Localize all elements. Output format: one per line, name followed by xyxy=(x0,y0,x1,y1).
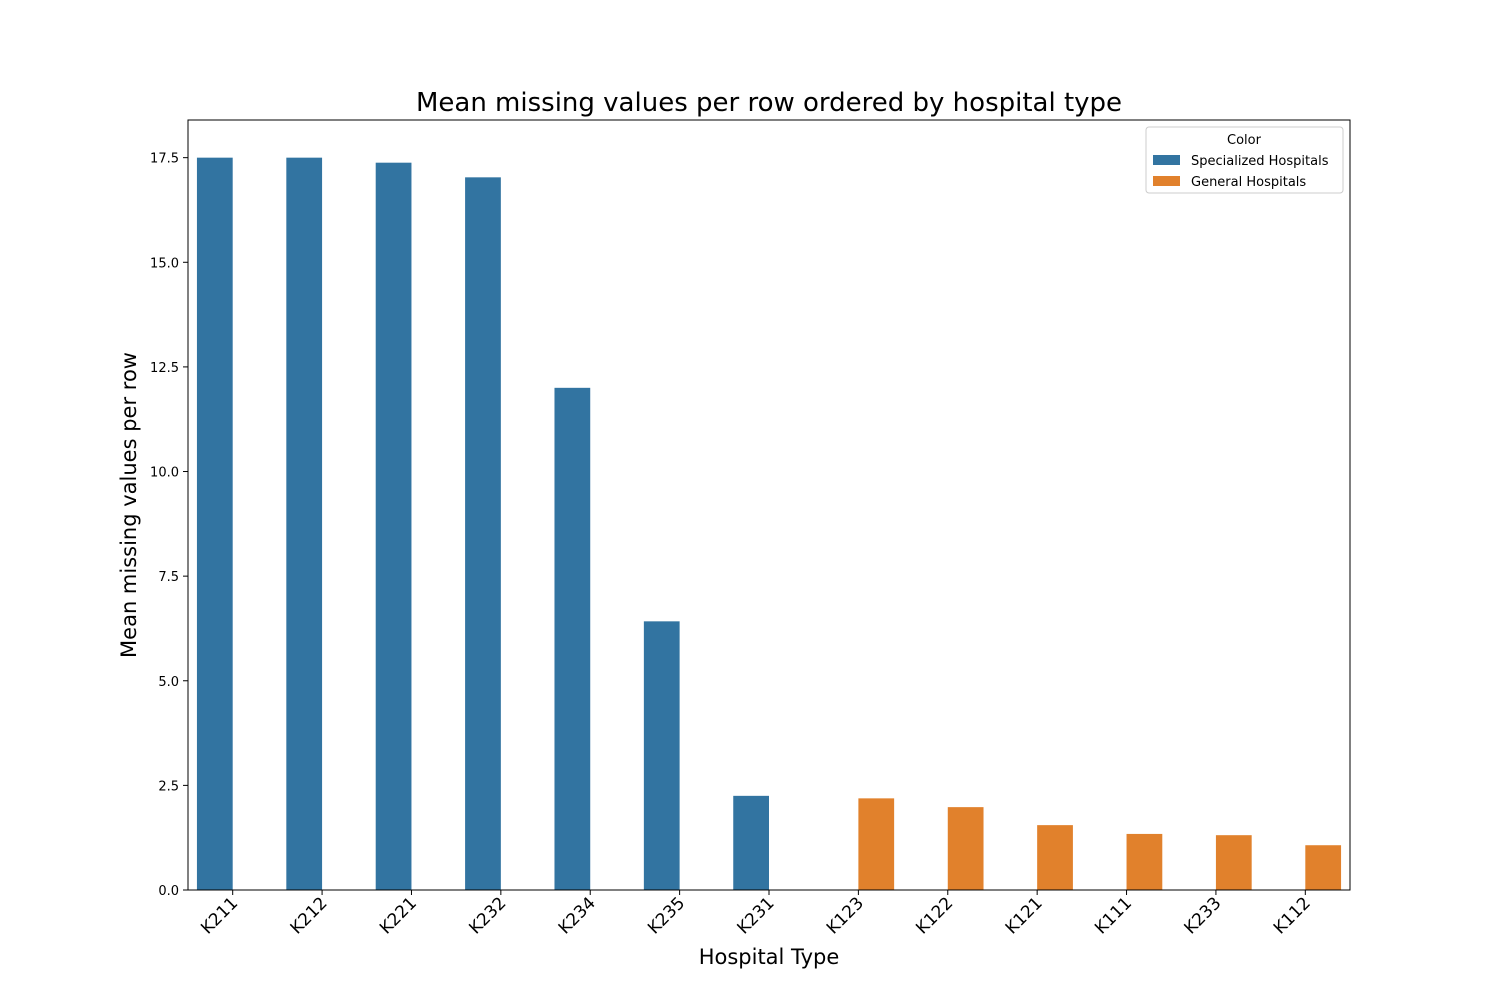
y-tick-label: 0.0 xyxy=(158,884,179,899)
bar-k235 xyxy=(643,621,680,890)
bar-k234 xyxy=(554,387,591,890)
legend-label: General Hospitals xyxy=(1191,175,1306,190)
y-tick-label: 17.5 xyxy=(150,152,179,167)
x-axis-label: Hospital Type xyxy=(699,945,840,969)
x-tick-label: K235 xyxy=(644,893,689,938)
x-tick-label: K211 xyxy=(197,893,242,938)
legend-box xyxy=(1145,126,1344,194)
bar-k123 xyxy=(858,798,895,890)
y-tick-label: 15.0 xyxy=(150,256,179,271)
y-axis-label: Mean missing values per row xyxy=(117,352,141,658)
bar-k211 xyxy=(196,157,233,891)
legend: Color Specialized Hospitals General Hospi… xyxy=(1145,126,1344,194)
bars-group xyxy=(196,157,1342,891)
x-tick-label: K232 xyxy=(465,893,510,938)
x-tick-label: K112 xyxy=(1270,893,1315,938)
y-axis: 0.0 2.5 5.0 7.5 10.0 12.5 15.0 17.5 xyxy=(150,152,188,899)
x-tick-label: K212 xyxy=(287,893,332,938)
bar-k232 xyxy=(465,177,501,890)
bar-k112 xyxy=(1305,845,1342,890)
bar-k221 xyxy=(375,162,412,890)
bar-k231 xyxy=(733,795,769,890)
x-tick-label: K121 xyxy=(1002,893,1047,938)
y-tick-label: 5.0 xyxy=(158,675,179,690)
x-tick-label: K231 xyxy=(734,893,779,938)
y-tick-label: 7.5 xyxy=(158,570,179,585)
y-tick-label: 12.5 xyxy=(150,361,179,376)
bar-k233 xyxy=(1215,835,1252,890)
chart-title: Mean missing values per row ordered by h… xyxy=(416,88,1122,118)
y-tick-label: 2.5 xyxy=(158,779,179,794)
bar-k111 xyxy=(1126,833,1163,890)
legend-label: Specialized Hospitals xyxy=(1191,154,1329,169)
legend-swatch xyxy=(1153,155,1180,165)
x-axis: K211 K212 K221 K232 K234 K235 K231 K123 K122 K121… xyxy=(197,890,1315,938)
x-tick-label: K234 xyxy=(555,893,600,938)
x-tick-label: K221 xyxy=(376,893,421,938)
legend-entries: Specialized Hospitals General Hospitals xyxy=(1153,154,1329,190)
bar-k121 xyxy=(1037,825,1073,890)
x-tick-label: K111 xyxy=(1091,893,1136,938)
bar-k212 xyxy=(286,157,323,891)
x-tick-label: K123 xyxy=(823,893,868,938)
legend-swatch xyxy=(1153,176,1180,186)
bar-k122 xyxy=(947,807,984,890)
legend-title: Color xyxy=(1227,133,1262,148)
x-tick-label: K122 xyxy=(912,893,957,938)
plot-frame xyxy=(187,119,1351,891)
x-tick-label: K233 xyxy=(1180,893,1225,938)
y-tick-label: 10.0 xyxy=(150,466,179,481)
